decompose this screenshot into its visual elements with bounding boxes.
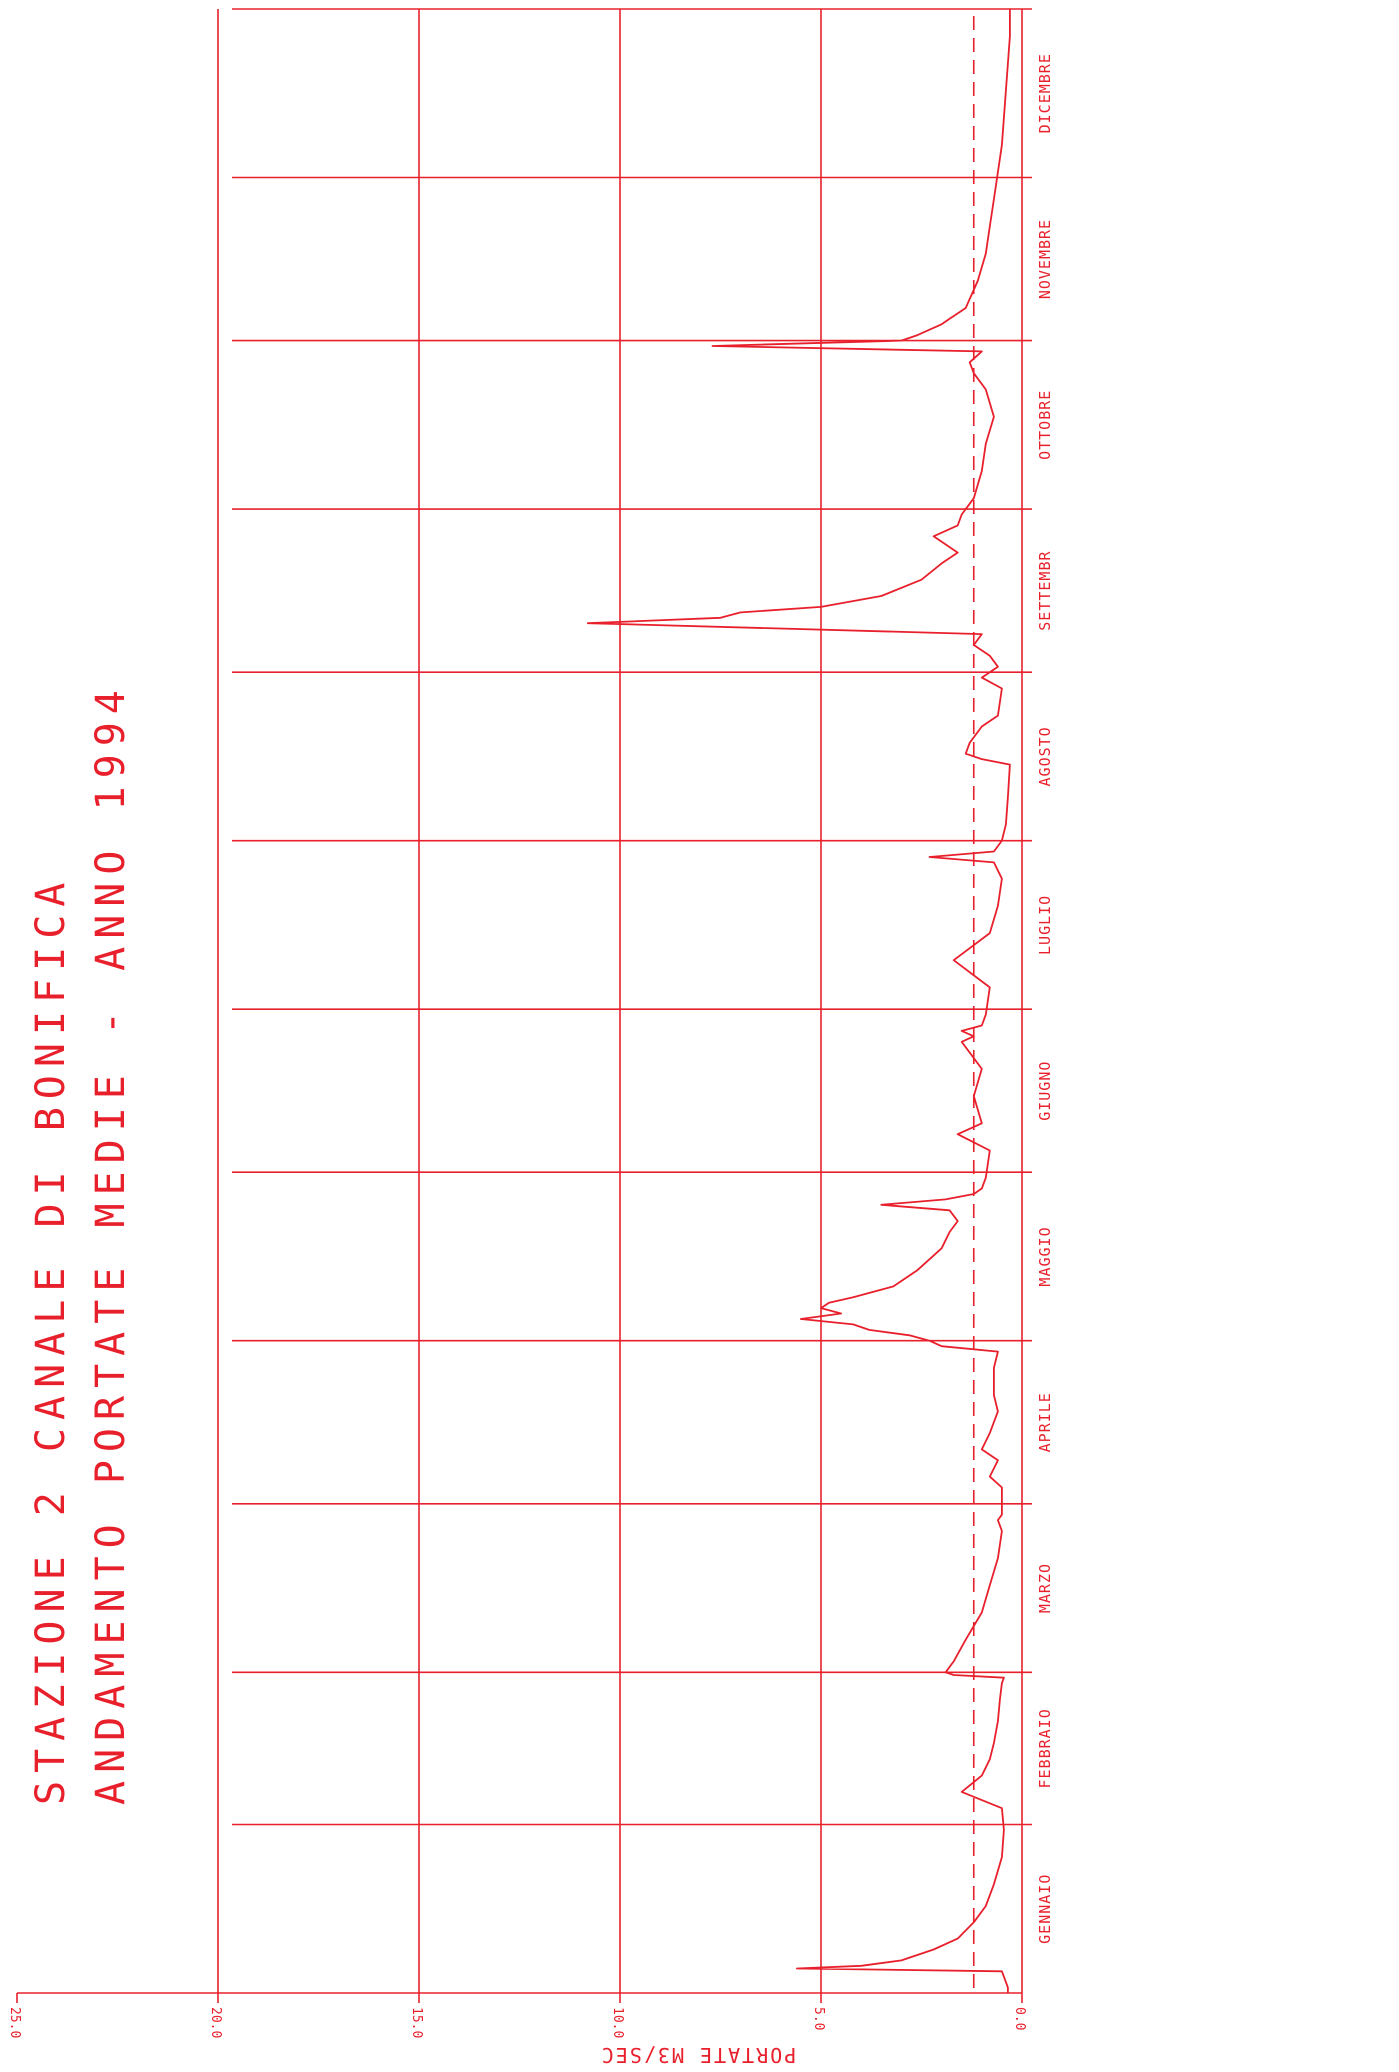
month-label-0: GENNAIO [1036, 1874, 1054, 1944]
value-tick-label-2: 10.0 [610, 2007, 625, 2038]
series-layer [586, 9, 1011, 1993]
chart-title-line-1: STAZIONE 2 CANALE DI BONIFICA [28, 875, 74, 1805]
month-label-9: OTTOBRE [1036, 390, 1054, 460]
y-axis-label: PORTATE M3/SEC [600, 2043, 797, 2067]
month-label-3: APRILE [1036, 1392, 1054, 1452]
tick-label-layer: 0.0 5.0 10.0 15.0 20.0 25.0 GENNAIO FEBBRAIO MAR… [7, 53, 1054, 2038]
value-tick-label-5: 25.0 [7, 2007, 22, 2038]
title-block: STAZIONE 2 CANALE DI BONIFICA ANDAMENTO … [28, 682, 134, 1805]
chart-title-line-2: ANDAMENTO PORTATE MEDIE - ANNO 1994 [88, 682, 134, 1805]
value-tick-label-0: 0.0 [1012, 2007, 1027, 2030]
value-tick-label-4: 20.0 [208, 2007, 223, 2038]
month-label-1: FEBBRAIO [1036, 1708, 1054, 1788]
month-label-2: MARZO [1036, 1563, 1054, 1613]
month-label-4: MAGGIO [1036, 1226, 1054, 1286]
series-line-0 [586, 9, 1011, 1993]
grid-layer [16, 8, 1032, 2003]
month-label-8: SETTEMBR [1036, 550, 1054, 630]
value-tick-label-3: 15.0 [409, 2007, 424, 2038]
month-label-7: AGOSTO [1036, 726, 1054, 786]
month-label-10: NOVEMBRE [1036, 219, 1054, 299]
value-tick-label-1: 5.0 [811, 2007, 826, 2030]
month-label-11: DICEMBRE [1036, 53, 1054, 133]
month-label-6: LUGLIO [1036, 895, 1054, 955]
month-label-5: GIUGNO [1036, 1061, 1054, 1121]
